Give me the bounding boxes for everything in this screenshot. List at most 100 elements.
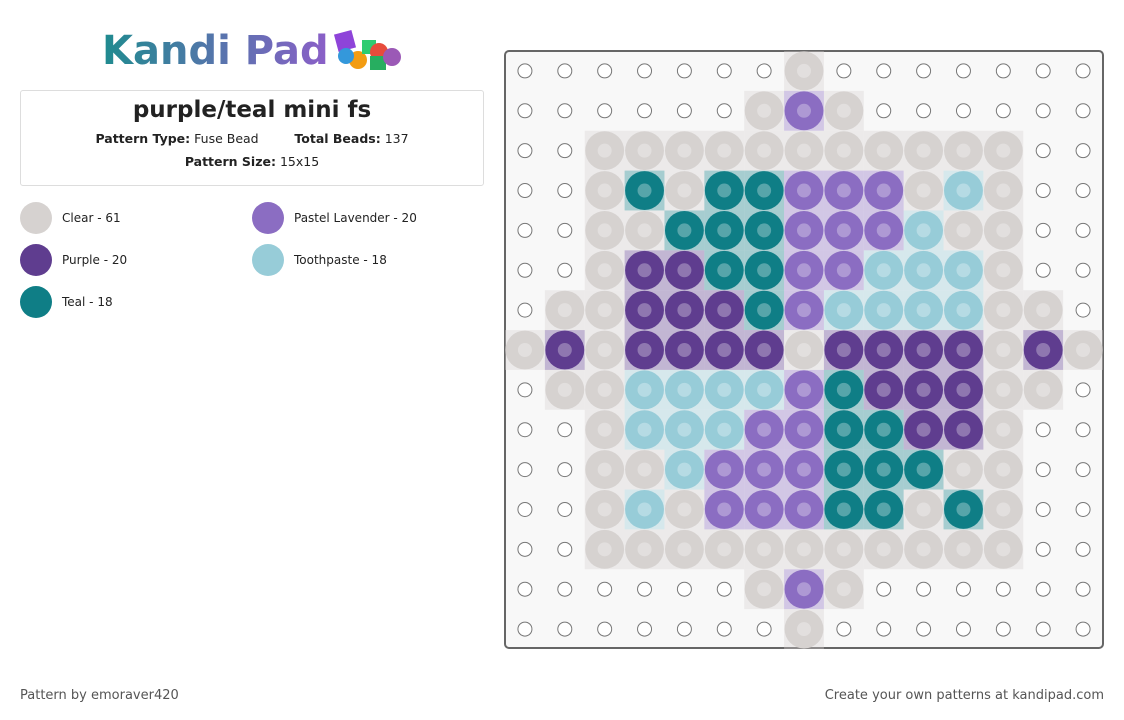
empty-peg: [517, 621, 533, 637]
bead-hole: [797, 303, 811, 318]
empty-peg: [557, 422, 573, 438]
bead-hole: [677, 422, 692, 437]
bead: [744, 529, 784, 569]
bead-hole: [677, 462, 692, 477]
bead-hole: [876, 183, 891, 198]
empty-peg: [1035, 501, 1051, 517]
empty-peg: [1075, 143, 1091, 159]
empty-peg: [916, 103, 932, 119]
bead: [585, 290, 625, 330]
bead-hole: [916, 462, 931, 477]
bead-hole: [757, 183, 772, 198]
bead-hole: [916, 143, 931, 158]
empty-peg: [597, 621, 613, 637]
bead-hole: [677, 382, 692, 397]
legend-item: Teal - 18: [20, 286, 113, 318]
bead: [784, 171, 824, 210]
bead-hole: [956, 143, 971, 158]
empty-peg: [1075, 462, 1091, 478]
bead: [625, 290, 664, 330]
bead-hole: [517, 343, 532, 357]
logo: Kandi Pad: [102, 28, 401, 74]
bead: [585, 450, 625, 490]
bead-hole: [836, 303, 851, 318]
bead: [704, 330, 744, 370]
legend-item: Pastel Lavender - 20: [252, 202, 417, 234]
bead-hole: [916, 502, 931, 517]
bead: [824, 490, 864, 529]
empty-peg: [1075, 581, 1091, 597]
empty-peg: [517, 183, 533, 199]
bead: [784, 210, 824, 250]
empty-peg: [995, 621, 1011, 637]
bead: [864, 330, 904, 370]
bead: [824, 91, 864, 131]
bead-hole: [797, 63, 811, 78]
bead: [864, 131, 904, 171]
bead: [744, 91, 784, 131]
bead: [983, 290, 1023, 330]
bead-hole: [717, 223, 732, 238]
bead-hole: [717, 263, 732, 278]
empty-peg: [557, 262, 573, 278]
bead-hole: [797, 542, 811, 557]
empty-peg: [876, 621, 892, 637]
bead: [824, 569, 864, 609]
bead: [824, 529, 864, 569]
bead-hole: [717, 462, 732, 477]
empty-peg: [1075, 222, 1091, 238]
empty-peg: [557, 63, 573, 79]
bead: [744, 490, 784, 529]
size-value: 15x15: [279, 154, 320, 169]
empty-peg: [836, 63, 852, 79]
empty-peg: [557, 541, 573, 557]
empty-peg: [876, 581, 892, 597]
bead: [904, 490, 944, 529]
legend-swatch: [20, 286, 52, 318]
bead: [625, 210, 664, 250]
legend-swatch: [20, 202, 52, 234]
bead: [664, 210, 704, 250]
empty-peg: [1035, 222, 1051, 238]
bead-hole: [876, 303, 891, 318]
bead: [784, 529, 824, 569]
bead: [585, 210, 625, 250]
bead: [864, 370, 904, 410]
bead: [864, 250, 904, 290]
bead: [944, 250, 983, 290]
bead: [744, 250, 784, 290]
empty-peg: [716, 63, 732, 79]
empty-peg: [557, 462, 573, 478]
bead-hole: [996, 143, 1011, 158]
empty-peg: [716, 103, 732, 119]
bead-hole: [557, 382, 572, 397]
bead-hole: [677, 343, 692, 357]
empty-peg: [1075, 541, 1091, 557]
bead-hole: [797, 343, 811, 357]
bead: [585, 529, 625, 569]
legend-swatch: [252, 202, 284, 234]
bead: [944, 410, 983, 450]
empty-peg: [517, 143, 533, 159]
empty-peg: [517, 501, 533, 517]
legend-swatch: [20, 244, 52, 276]
bead: [944, 290, 983, 330]
pattern-title: purple/teal mini fs: [132, 97, 372, 123]
bead: [824, 370, 864, 410]
bead: [744, 171, 784, 210]
footer-link[interactable]: Create your own patterns at kandipad.com: [824, 688, 1104, 703]
logo-text: Kandi Pad: [102, 28, 329, 74]
bead-hole: [757, 343, 772, 357]
empty-peg: [955, 581, 971, 597]
bead-hole: [996, 382, 1011, 397]
bead-hole: [637, 502, 652, 517]
legend-label: Teal - 18: [62, 295, 113, 309]
bead: [744, 290, 784, 330]
bead-hole: [956, 542, 971, 557]
bead: [585, 171, 625, 210]
bead: [904, 529, 944, 569]
bead: [983, 131, 1023, 171]
bead-hole: [677, 263, 692, 278]
empty-peg: [1035, 621, 1051, 637]
type-value: Fuse Bead: [194, 131, 259, 146]
